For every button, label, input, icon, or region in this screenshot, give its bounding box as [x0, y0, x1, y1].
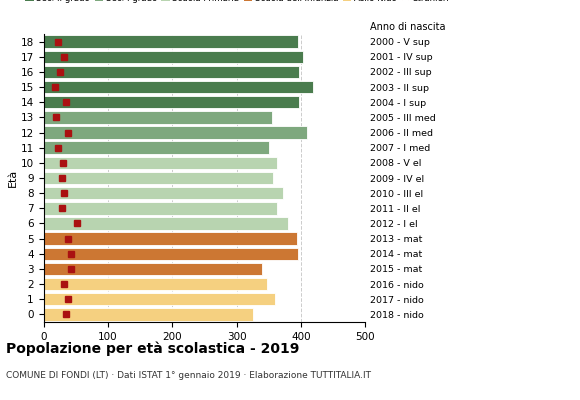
Bar [44, 217, 288, 230]
Bar [44, 157, 277, 169]
Bar [44, 263, 262, 275]
Bar [44, 232, 296, 245]
Bar [44, 187, 283, 199]
Legend: Sec. II grado, Sec. I grado, Scuola Primaria, Scuola dell'Infanzia, Asilo Nido, : Sec. II grado, Sec. I grado, Scuola Prim… [26, 0, 449, 3]
Text: Anno di nascita: Anno di nascita [370, 22, 445, 32]
Bar [44, 172, 273, 184]
Bar [44, 35, 298, 48]
Bar [44, 248, 298, 260]
Bar [44, 66, 299, 78]
Bar [44, 50, 303, 63]
Bar [44, 278, 267, 290]
Bar [44, 96, 299, 108]
Bar [44, 293, 276, 306]
Bar [44, 308, 253, 321]
Bar [44, 81, 313, 93]
Bar [44, 126, 307, 139]
Text: Popolazione per età scolastica - 2019: Popolazione per età scolastica - 2019 [6, 342, 299, 356]
Y-axis label: Età: Età [8, 169, 18, 187]
Bar [44, 202, 277, 214]
Bar [44, 142, 269, 154]
Text: COMUNE DI FONDI (LT) · Dati ISTAT 1° gennaio 2019 · Elaborazione TUTTITALIA.IT: COMUNE DI FONDI (LT) · Dati ISTAT 1° gen… [6, 371, 371, 380]
Bar [44, 111, 272, 124]
